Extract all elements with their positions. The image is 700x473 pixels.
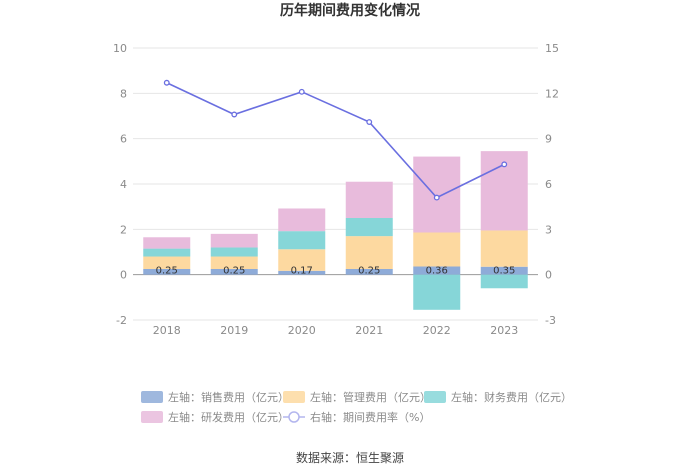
left-tick-label: -2 [116, 314, 127, 327]
x-tick-label: 2023 [490, 324, 518, 337]
bar-segment [210, 256, 258, 269]
bar-segment [345, 181, 393, 218]
rate-line [163, 79, 508, 201]
bar-segment [413, 266, 461, 275]
x-tick-label: 2018 [153, 324, 181, 337]
legend-swatch [141, 411, 163, 423]
grid [133, 47, 538, 321]
right-tick-label: 6 [545, 178, 552, 191]
bar-segment [480, 230, 528, 267]
bar-value-label: 0.25 [156, 266, 178, 277]
x-tick-label: 2019 [220, 324, 248, 337]
right-axis: -3 0 3 6 9 12 15 [545, 42, 559, 327]
right-tick-label: -3 [545, 314, 556, 327]
bar-segment [143, 269, 191, 275]
line-point [366, 119, 373, 125]
legend-swatch [424, 391, 446, 403]
right-tick-label: 15 [545, 42, 559, 55]
bar-segment [210, 233, 258, 248]
x-tick-label: 2020 [288, 324, 316, 337]
left-tick-label: 2 [120, 223, 127, 236]
right-tick-label: 9 [545, 133, 552, 146]
bar-segment [278, 231, 326, 250]
legend: 左轴：销售费用（亿元） 左轴：管理费用（亿元） 左轴：财务费用（亿元） 左轴：研发费用… [141, 390, 572, 424]
bar-segment [413, 274, 461, 310]
bar-segment [480, 274, 528, 289]
legend-label: 左轴：研发费用（亿元） [168, 410, 289, 424]
bar-segment [413, 232, 461, 267]
legend-label: 右轴：期间费用率（%） [310, 410, 430, 424]
line-point [501, 161, 508, 168]
bar-segment [278, 249, 326, 271]
left-axis: -2 0 2 4 6 8 10 [113, 42, 127, 327]
right-tick-label: 3 [545, 223, 552, 236]
bar-segment [210, 269, 258, 275]
source-note: 数据来源：恒生聚源 [296, 450, 404, 465]
line-point [231, 111, 238, 118]
bar-segment [143, 237, 191, 249]
chart-title: 历年期间费用变化情况 [280, 2, 420, 19]
bar-segment [278, 208, 326, 232]
bar-value-label: 0.25 [223, 266, 245, 277]
left-tick-label: 0 [120, 269, 127, 282]
bar-labels: 0.25 0.25 0.17 0.25 0.36 0.35 [156, 266, 516, 277]
bar-segment [345, 269, 393, 275]
left-tick-label: 8 [120, 87, 127, 100]
right-tick-label: 0 [545, 269, 552, 282]
line-point [163, 79, 170, 86]
bar-value-label: 0.17 [291, 266, 313, 277]
line-point [298, 88, 305, 95]
legend-label: 左轴：管理费用（亿元） [310, 390, 431, 404]
legend-swatch [141, 391, 163, 403]
left-tick-label: 4 [120, 178, 127, 191]
bar-segment [413, 156, 461, 233]
legend-swatch [283, 391, 305, 403]
bar-value-label: 0.25 [358, 266, 380, 277]
bar-segment [345, 236, 393, 269]
line-point [433, 194, 440, 201]
x-axis: 2018 2019 2020 2021 2022 2023 [153, 324, 519, 337]
bar-value-label: 0.36 [426, 266, 448, 277]
legend-label: 左轴：销售费用（亿元） [168, 390, 289, 404]
left-tick-label: 10 [113, 42, 127, 55]
bars [143, 151, 528, 310]
bar-segment [345, 218, 393, 237]
bar-segment [143, 256, 191, 269]
bar-segment [480, 266, 528, 275]
line-path [166, 82, 505, 199]
legend-label: 左轴：财务费用（亿元） [451, 390, 572, 404]
x-tick-label: 2022 [423, 324, 451, 337]
bar-segment [210, 247, 258, 257]
left-tick-label: 6 [120, 133, 127, 146]
bar-segment [143, 248, 191, 257]
legend-marker [288, 411, 300, 423]
bar-value-label: 0.35 [493, 266, 515, 277]
x-tick-label: 2021 [355, 324, 383, 337]
right-tick-label: 12 [545, 87, 559, 100]
bar-segment [278, 270, 326, 275]
